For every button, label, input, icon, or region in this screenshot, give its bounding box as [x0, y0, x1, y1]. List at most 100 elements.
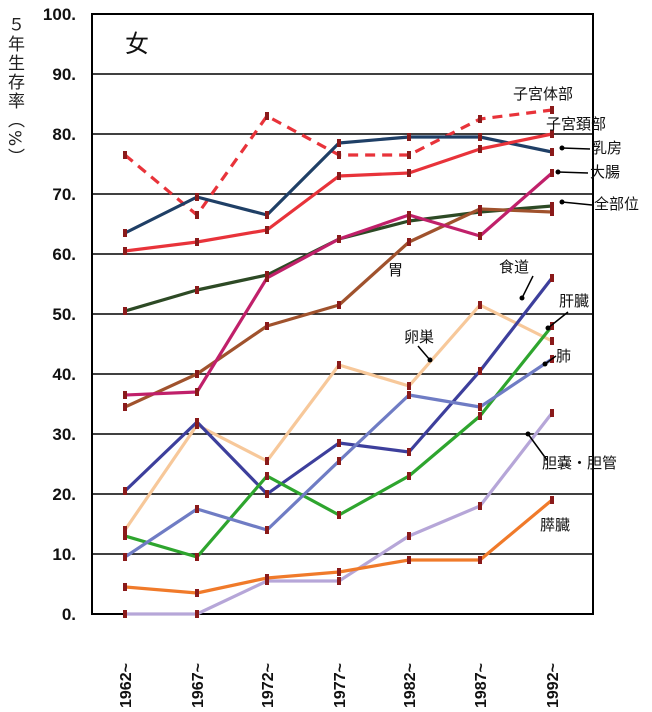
leader-line [521, 275, 534, 299]
data-marker [550, 148, 554, 156]
data-marker [550, 106, 554, 114]
y-tick-label: 100. [43, 5, 76, 24]
leader-line [547, 311, 569, 329]
data-marker [195, 418, 199, 426]
leader-line [527, 433, 548, 461]
leader-line [561, 147, 591, 150]
x-tick-label: 1967~ [190, 663, 207, 708]
data-marker [265, 457, 269, 465]
y-tick-label: 30. [52, 425, 76, 444]
data-marker [123, 553, 127, 561]
series-label: 子宮体部 [513, 85, 573, 103]
series-label: 乳房 [592, 139, 622, 157]
data-marker [123, 532, 127, 540]
data-marker [478, 502, 482, 510]
data-marker [337, 235, 341, 243]
y-tick-label: 50. [52, 305, 76, 324]
data-marker [478, 133, 482, 141]
leader-dot [545, 325, 551, 331]
x-ticks: 1962~ 1967~ 1972~ 1977~ 1982~ 1987~ 1992~ [118, 663, 562, 708]
data-marker [407, 448, 411, 456]
data-marker [195, 286, 199, 294]
chart-title: 女 [125, 30, 149, 58]
data-marker [550, 208, 554, 216]
data-marker [478, 403, 482, 411]
leader-dot [519, 295, 525, 301]
gridlines [91, 13, 594, 615]
data-marker [123, 247, 127, 255]
data-marker [195, 505, 199, 513]
data-marker [478, 301, 482, 309]
data-marker [407, 151, 411, 159]
data-marker [195, 211, 199, 219]
x-tick-label: 1962~ [118, 663, 135, 708]
series-label: 大腸 [590, 163, 620, 181]
data-marker [550, 169, 554, 177]
y-tick-label: 90. [52, 65, 76, 84]
data-marker [265, 574, 269, 582]
data-marker [478, 232, 482, 240]
data-marker [407, 217, 411, 225]
leader-dot [555, 169, 561, 175]
x-tick-label: 1982~ [402, 663, 419, 708]
leader-dot [525, 431, 531, 437]
series-label: 食道 [499, 258, 529, 276]
data-marker [337, 457, 341, 465]
data-marker [550, 202, 554, 210]
leader-dot [427, 357, 433, 363]
data-marker [123, 583, 127, 591]
leader-line [557, 171, 589, 174]
data-marker [195, 589, 199, 597]
data-marker [337, 151, 341, 159]
data-marker [407, 532, 411, 540]
data-marker [407, 391, 411, 399]
data-marker [407, 472, 411, 480]
data-marker [265, 322, 269, 330]
data-marker [195, 193, 199, 201]
data-marker [123, 610, 127, 618]
data-marker [195, 238, 199, 246]
data-marker [550, 274, 554, 282]
y-axis-label-wrap: ５年生存率（%） [2, 16, 28, 167]
data-marker [407, 169, 411, 177]
series-lines [123, 106, 554, 618]
data-marker [337, 577, 341, 585]
data-marker [407, 556, 411, 564]
data-marker [265, 274, 269, 282]
data-marker [337, 172, 341, 180]
data-marker [478, 145, 482, 153]
data-marker [265, 112, 269, 120]
data-marker [123, 307, 127, 315]
data-marker [123, 391, 127, 399]
data-marker [265, 526, 269, 534]
y-ticks: 0. 10. 20. 30. 40. 50. 60. 70. 80. 90. 100. [43, 5, 76, 624]
leader-dot [559, 199, 565, 205]
leader-line [561, 201, 593, 206]
y-tick-label: 0. [62, 605, 76, 624]
data-marker [478, 556, 482, 564]
data-marker [550, 496, 554, 504]
data-marker [195, 610, 199, 618]
series-label: 全部位 [594, 195, 639, 213]
data-marker [123, 487, 127, 495]
data-marker [407, 211, 411, 219]
data-marker [123, 229, 127, 237]
y-tick-label: 80. [52, 125, 76, 144]
data-marker [265, 226, 269, 234]
data-marker [478, 412, 482, 420]
series-label: 胃 [388, 261, 403, 279]
data-marker [337, 439, 341, 447]
data-marker [195, 388, 199, 396]
data-marker [550, 322, 554, 330]
data-marker [337, 511, 341, 519]
y-tick-label: 60. [52, 245, 76, 264]
data-marker [550, 409, 554, 417]
data-marker [478, 115, 482, 123]
series-label: 膵臓 [540, 516, 570, 534]
data-marker [123, 403, 127, 411]
data-marker [407, 382, 411, 390]
series-label: 子宮頚部 [546, 115, 606, 133]
data-marker [478, 205, 482, 213]
